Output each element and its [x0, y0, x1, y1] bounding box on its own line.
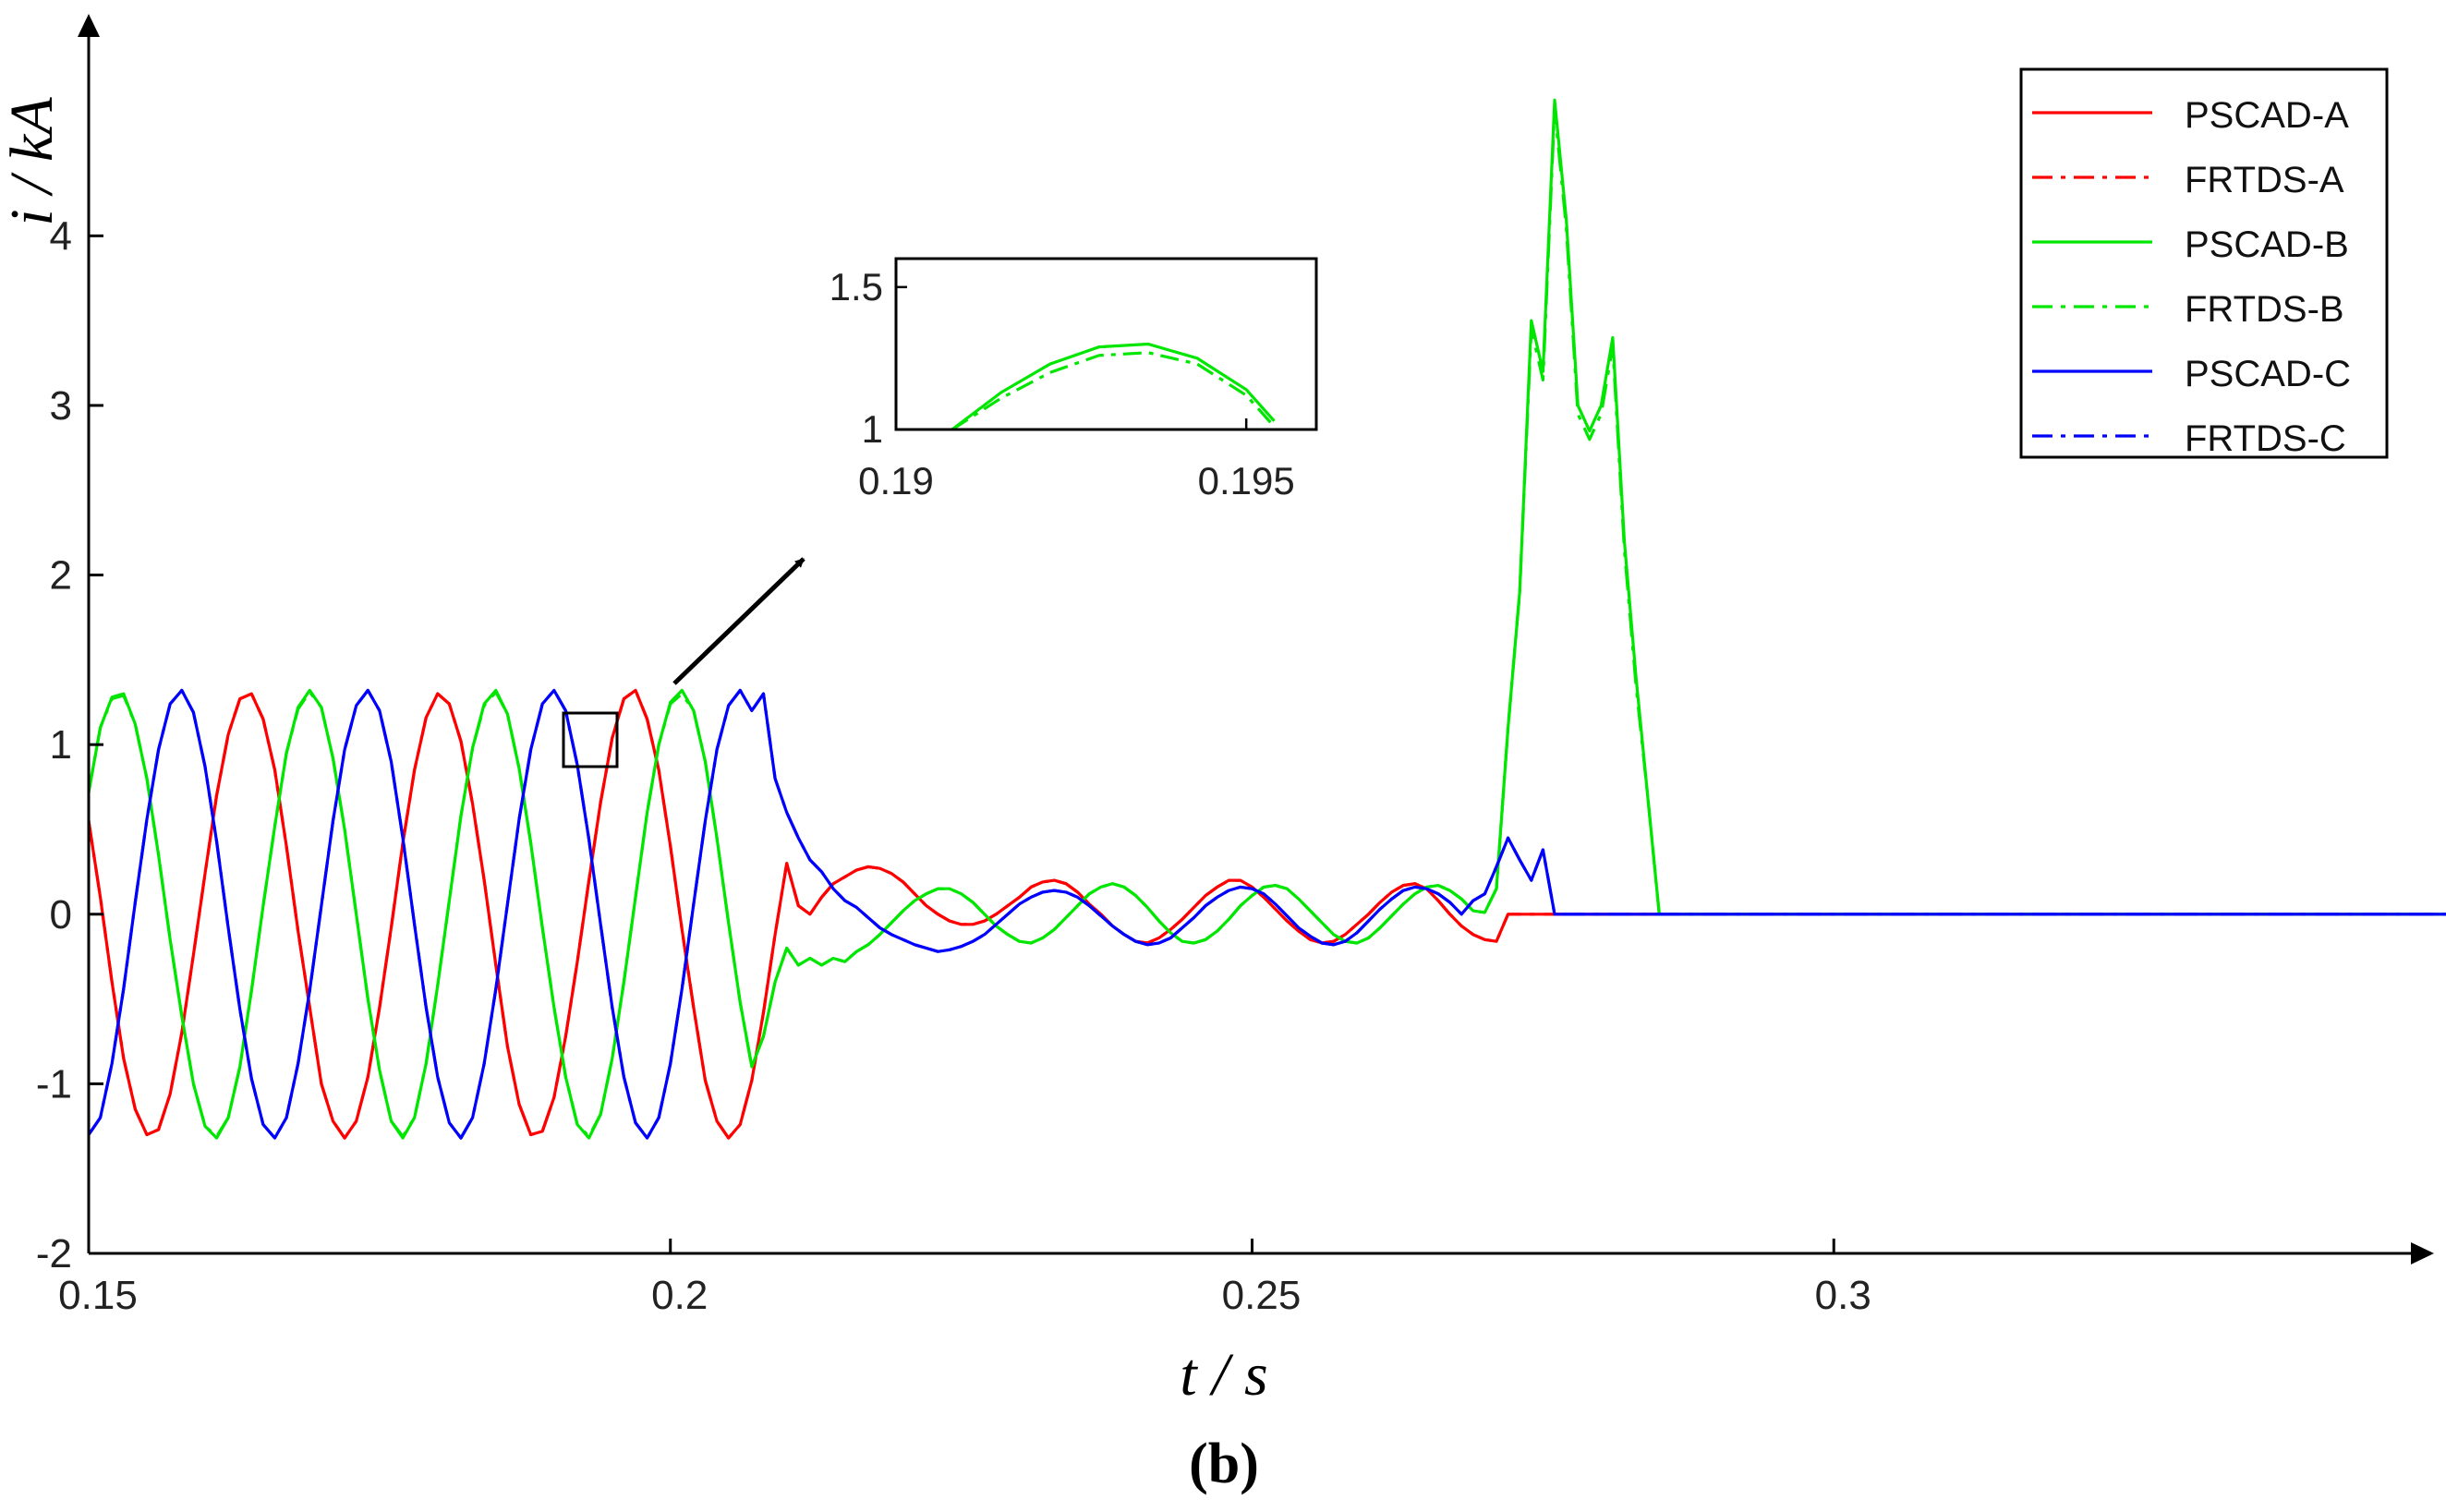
legend-label: PSCAD-C	[2185, 354, 2351, 394]
zoom-arrow	[672, 557, 805, 685]
inset-line-frtds-b	[951, 351, 1276, 431]
y-ticks: -2 -1 0 1 2 3 4	[36, 213, 103, 1276]
legend-label: FRTDS-C	[2185, 418, 2346, 459]
inset-y-tick-label: 1.5	[829, 265, 883, 308]
x-axis-arrow	[2411, 1242, 2434, 1264]
y-tick-label: 0	[50, 892, 72, 937]
x-tick-label: 0.25	[1222, 1273, 1302, 1318]
legend-label: FRTDS-A	[2185, 160, 2344, 200]
inset-x-tick-label: 0.195	[1198, 459, 1295, 502]
legend-label: PSCAD-A	[2185, 95, 2349, 136]
inset-y-tick-label: 1	[862, 407, 883, 451]
x-tick-label: 0.2	[651, 1273, 708, 1318]
y-tick-label: 4	[50, 213, 72, 259]
legend-label: PSCAD-B	[2185, 224, 2349, 265]
legend-label: FRTDS-B	[2185, 289, 2344, 330]
series-line-frtds-c	[87, 688, 2446, 1140]
series-line-frtds-a	[87, 688, 2440, 1140]
zoom-box	[562, 711, 619, 768]
inset-chart: 0.19 0.195 1 1.5	[829, 257, 1318, 502]
y-tick-label: 3	[50, 383, 72, 429]
y-axis-arrow	[78, 14, 100, 37]
y-tick-label: -1	[36, 1061, 72, 1107]
x-tick-label: 0.15	[58, 1273, 138, 1318]
inset-series	[951, 342, 1276, 431]
inset-x-tick-label: 0.19	[858, 459, 934, 502]
inset-line-pscad-b	[951, 342, 1276, 431]
inset-background	[896, 259, 1316, 429]
inset-frame	[894, 257, 1318, 431]
y-axis-label: i / kA	[0, 97, 66, 226]
series-layer	[87, 98, 2446, 1140]
x-ticks: 0.15 0.2 0.25 0.3	[58, 1239, 1871, 1318]
y-tick-label: 1	[50, 722, 72, 768]
x-tick-label: 0.3	[1815, 1273, 1871, 1318]
y-tick-label: 2	[50, 553, 72, 599]
x-axis-label: t / s	[1180, 1341, 1267, 1409]
legend: PSCAD-A FRTDS-A PSCAD-B FRTDS-B PSCAD-C FRTDS…	[2019, 67, 2389, 459]
inset-ticks: 0.19 0.195 1 1.5	[829, 265, 1295, 502]
y-tick-label: -2	[36, 1231, 72, 1276]
legend-box	[2019, 67, 2389, 459]
legend-items: PSCAD-A FRTDS-A PSCAD-B FRTDS-B PSCAD-C FRTDS…	[2032, 95, 2351, 459]
panel-label: (b)	[1189, 1433, 1259, 1495]
